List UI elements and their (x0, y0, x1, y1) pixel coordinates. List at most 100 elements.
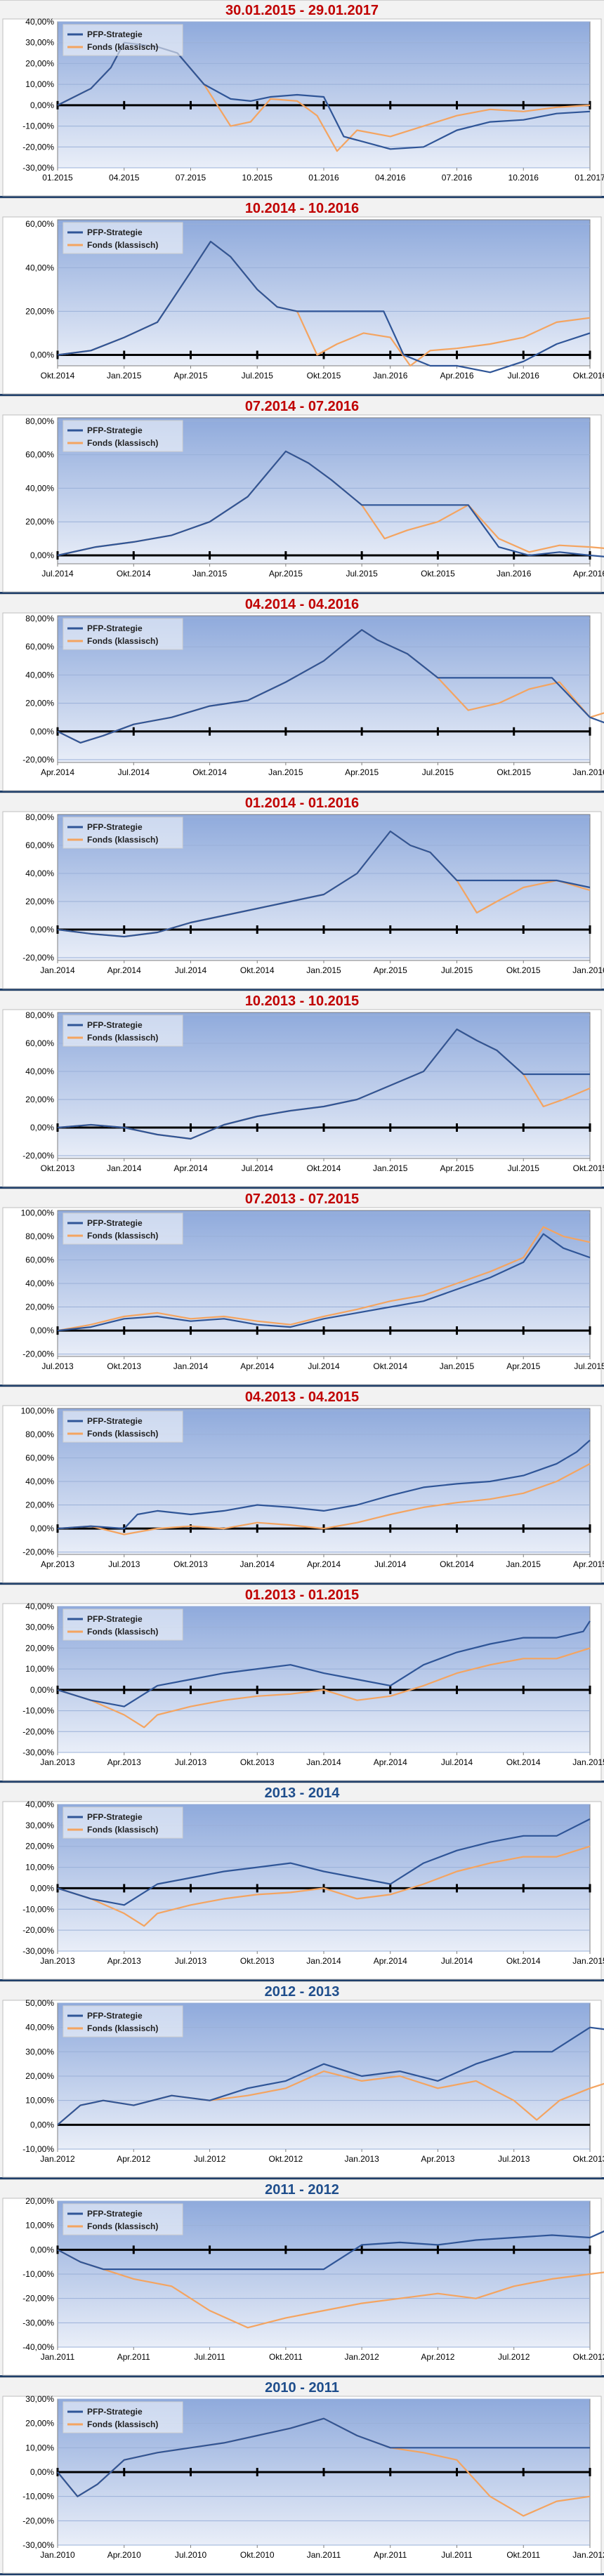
y-tick-label: 20,00% (25, 897, 54, 906)
x-tick-label: Apr.2013 (421, 2154, 454, 2164)
x-tick-label: Jan.2013 (40, 1956, 75, 1966)
y-tick-label: 40,00% (25, 670, 54, 680)
x-tick-label: Okt.2014 (440, 1559, 474, 1569)
y-tick-label: 20,00% (25, 2419, 54, 2429)
legend-strategy-label: PFP-Strategie (87, 623, 143, 633)
x-tick-label: 10.2015 (242, 173, 273, 183)
y-tick-label: 50,00% (25, 1998, 54, 2008)
series-line-strategy (57, 1818, 591, 1906)
chart-title: 2013 - 2014 (264, 1785, 340, 1801)
chart-svg: 40,00% 30,00% 20,00% 10,00% 0,00% -10,00% -20,… (2, 17, 604, 197)
x-tick-label: Apr.2014 (307, 1559, 341, 1569)
legend-strategy-label: PFP-Strategie (87, 425, 143, 435)
x-tick-label: Jul.2011 (194, 2352, 225, 2362)
x-tick-label: Jul.2015 (508, 1163, 540, 1173)
x-tick-label: Apr.2016 (573, 569, 604, 579)
chart-panel: 10.2013 - 10.2015 80,00% 60,00% 40,00% 20,00… (0, 991, 604, 1189)
chart-svg: 40,00% 30,00% 20,00% 10,00% 0,00% -10,00% -20,… (2, 1601, 604, 1781)
x-tick-label: Jul.2015 (346, 569, 378, 579)
x-tick-label: Jul.2013 (41, 1361, 74, 1371)
x-tick-label: Jan.2015 (506, 1559, 541, 1569)
y-tick-label: 40,00% (25, 1799, 54, 1809)
legend-box (63, 420, 183, 452)
legend-box (63, 1411, 183, 1443)
x-tick-label: Jan.2012 (40, 2154, 75, 2164)
chart-svg: 100,00% 80,00% 60,00% 40,00% 20,00% 0,00% -20,… (2, 1207, 604, 1385)
y-tick-label: -30,00% (22, 2318, 54, 2327)
y-tick-label: 60,00% (25, 450, 54, 460)
chart-svg: 40,00% 30,00% 20,00% 10,00% 0,00% -10,00% -20,… (2, 1799, 604, 1980)
x-tick-label: Okt.2012 (269, 2154, 303, 2164)
chart-panel: 2012 - 2013 50,00% 40,00% 30,00% 20,00% 10,00… (0, 1981, 604, 2179)
x-tick-label: 10.2016 (508, 173, 539, 183)
x-tick-label: Jul.2013 (175, 1956, 207, 1966)
x-tick-label: Jan.2013 (344, 2154, 379, 2164)
legend-strategy-label: PFP-Strategie (87, 1812, 143, 1822)
x-tick-label: Apr.2015 (506, 1361, 540, 1371)
x-tick-label: 01.2017 (575, 173, 604, 183)
y-tick-label: 0,00% (30, 1524, 54, 1533)
y-tick-label: 0,00% (30, 727, 54, 737)
legend-strategy-label: PFP-Strategie (87, 1416, 143, 1426)
x-tick-label: 01.2015 (42, 173, 73, 183)
x-tick-label: Jan.2015 (192, 569, 228, 579)
x-tick-label: Jul.2012 (194, 2154, 226, 2164)
chart-title: 07.2013 - 07.2015 (244, 1191, 360, 1207)
x-tick-label: 04.2016 (375, 173, 406, 183)
y-tick-label: 10,00% (25, 79, 54, 89)
legend-fonds-label: Fonds (klassisch) (87, 1825, 158, 1835)
x-tick-label: Apr.2013 (107, 1757, 141, 1767)
x-tick-label: Okt.2014 (307, 1163, 341, 1173)
x-tick-label: Jul.2014 (242, 1163, 274, 1173)
x-tick-label: Apr.2013 (107, 1956, 141, 1966)
y-tick-label: -10,00% (22, 2269, 54, 2279)
y-tick-label: 20,00% (25, 1095, 54, 1104)
chart-panel: 04.2014 - 04.2016 80,00% 60,00% 40,00% 20,00… (0, 594, 604, 793)
x-tick-label: Jan.2016 (373, 371, 408, 381)
x-tick-label: Apr.2016 (440, 371, 473, 381)
y-tick-label: 0,00% (30, 1123, 54, 1132)
legend-box (63, 817, 183, 849)
x-tick-label: Jul.2010 (175, 2550, 207, 2560)
x-tick-label: Apr.2015 (269, 569, 303, 579)
x-tick-label: Apr.2011 (117, 2352, 150, 2362)
series-line-fonds (57, 1462, 591, 1535)
y-tick-label: -20,00% (22, 755, 54, 765)
y-tick-label: 0,00% (30, 550, 54, 560)
legend-box (63, 2005, 183, 2037)
x-tick-label: Jan.2015 (572, 1757, 604, 1767)
y-tick-label: -30,00% (22, 1748, 54, 1757)
x-tick-label: Apr.2010 (107, 2550, 141, 2560)
y-tick-label: 0,00% (30, 2467, 54, 2477)
y-tick-label: 0,00% (30, 1685, 54, 1695)
series-line-fonds (57, 1647, 591, 1729)
series-line-fonds (57, 2249, 604, 2329)
x-tick-label: Apr.2012 (117, 2154, 150, 2164)
chart-title: 2012 - 2013 (264, 1984, 340, 2000)
chart-title: 10.2013 - 10.2015 (244, 993, 360, 1009)
y-tick-label: -10,00% (22, 1904, 54, 1914)
legend-box (63, 1609, 183, 1641)
legend-box (63, 2203, 183, 2235)
y-tick-label: 0,00% (30, 1883, 54, 1893)
x-tick-label: Okt.2015 (506, 965, 541, 975)
y-tick-label: 20,00% (25, 2196, 54, 2206)
x-tick-label: 07.2016 (442, 173, 473, 183)
x-tick-label: Apr.2014 (240, 1361, 274, 1371)
x-tick-label: Jan.2010 (40, 2550, 75, 2560)
y-tick-label: 30,00% (25, 2047, 54, 2056)
x-tick-label: Jan.2015 (373, 1163, 408, 1173)
y-tick-label: -20,00% (22, 1547, 54, 1557)
chart-panel: 2013 - 2014 40,00% 30,00% 20,00% 10,00% 0,00%… (0, 1783, 604, 1981)
y-tick-label: 40,00% (25, 1601, 54, 1611)
y-tick-label: 60,00% (25, 1255, 54, 1264)
series-line-strategy (57, 628, 604, 744)
y-tick-label: 40,00% (25, 17, 54, 27)
y-tick-label: 60,00% (25, 642, 54, 652)
legend-strategy-label: PFP-Strategie (87, 2011, 143, 2021)
series-line-strategy (57, 450, 604, 557)
x-tick-label: Apr.2015 (345, 767, 379, 777)
x-tick-label: Okt.2015 (307, 371, 341, 381)
x-tick-label: 01.2016 (308, 173, 339, 183)
